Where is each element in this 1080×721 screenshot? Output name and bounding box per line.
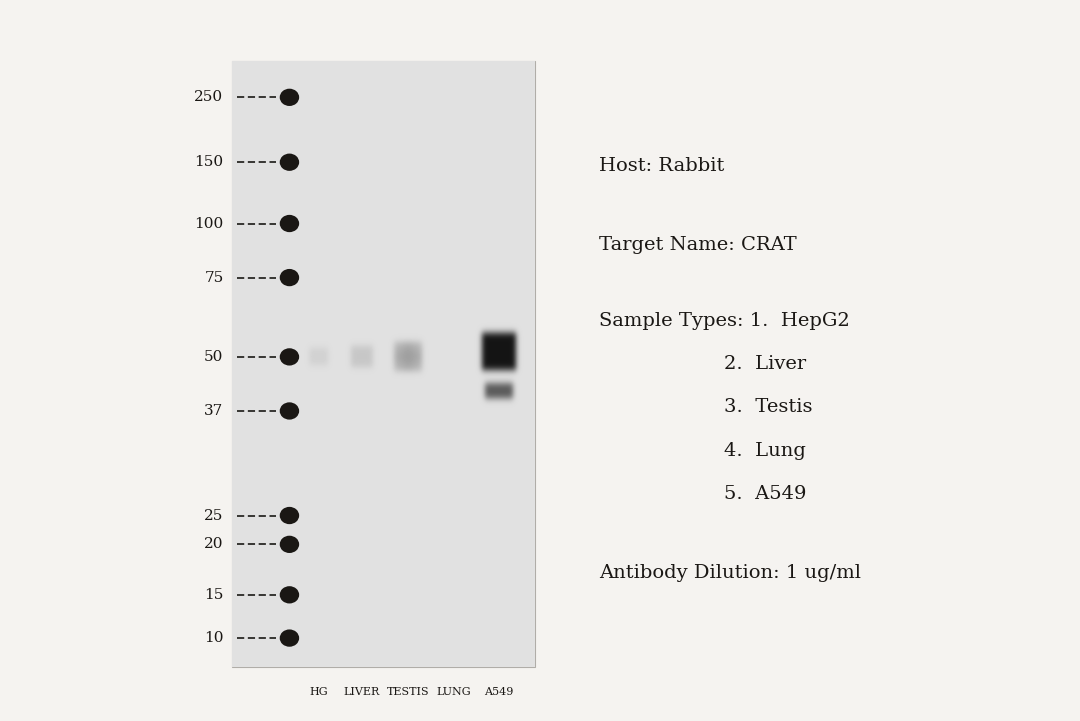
Text: 10: 10 (204, 631, 224, 645)
Ellipse shape (280, 402, 299, 420)
Text: 250: 250 (194, 90, 224, 105)
Text: Host: Rabbit: Host: Rabbit (599, 157, 725, 174)
Text: LUNG: LUNG (436, 687, 471, 697)
Bar (234, 63, 532, 665)
Ellipse shape (280, 507, 299, 524)
Ellipse shape (280, 536, 299, 553)
Text: 15: 15 (204, 588, 224, 602)
Text: A549: A549 (484, 687, 514, 697)
Text: 100: 100 (194, 216, 224, 231)
Ellipse shape (280, 215, 299, 232)
Text: 20: 20 (204, 537, 224, 552)
Text: 50: 50 (204, 350, 224, 364)
Text: 75: 75 (204, 270, 224, 285)
Text: TESTIS: TESTIS (387, 687, 430, 697)
Ellipse shape (280, 89, 299, 106)
Text: 3.  Testis: 3. Testis (599, 399, 813, 416)
Text: Sample Types: 1.  HepG2: Sample Types: 1. HepG2 (599, 312, 850, 329)
Text: LIVER: LIVER (343, 687, 380, 697)
Text: 2.  Liver: 2. Liver (599, 355, 807, 373)
Bar (232, 61, 535, 667)
Text: 150: 150 (194, 155, 224, 169)
Text: 37: 37 (204, 404, 224, 418)
Text: Target Name: CRAT: Target Name: CRAT (599, 236, 797, 254)
Ellipse shape (280, 154, 299, 171)
Ellipse shape (280, 348, 299, 366)
Text: Antibody Dilution: 1 ug/ml: Antibody Dilution: 1 ug/ml (599, 565, 862, 582)
Text: 5.  A549: 5. A549 (599, 485, 807, 503)
Text: 4.  Lung: 4. Lung (599, 442, 807, 459)
Ellipse shape (280, 269, 299, 286)
Text: HG: HG (309, 687, 328, 697)
Ellipse shape (280, 629, 299, 647)
Text: 25: 25 (204, 508, 224, 523)
Ellipse shape (280, 586, 299, 603)
